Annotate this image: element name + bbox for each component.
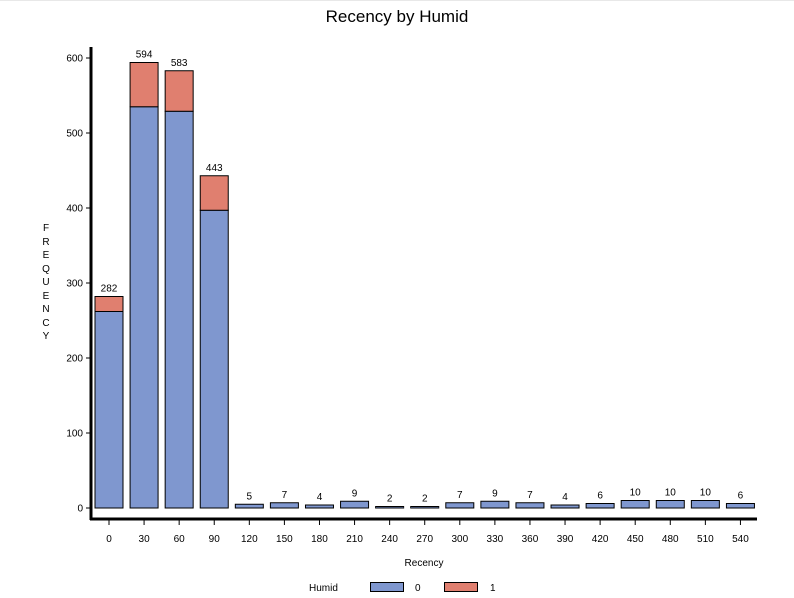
bar-segment-480-series-0	[655, 500, 685, 509]
bar-segment-450-series-0	[620, 500, 650, 509]
top-border-line	[0, 0, 794, 1]
x-tick-label: 210	[346, 534, 363, 545]
bar-total-label: 10	[665, 488, 677, 499]
bar-segment-420-series-0	[585, 503, 615, 509]
bar-total-label: 583	[171, 58, 188, 69]
legend-label-series-1: 1	[490, 583, 496, 594]
bar-total-label: 7	[282, 490, 288, 501]
bar-segment-180-series-0	[304, 504, 334, 509]
x-tick-label: 240	[381, 534, 398, 545]
bar-segment-0-series-1	[94, 296, 124, 312]
x-tick-label: 0	[106, 534, 112, 545]
legend-title: Humid	[309, 583, 338, 594]
x-tick-label: 90	[209, 534, 221, 545]
bar-segment-300-series-0	[445, 502, 475, 509]
bar-segment-390-series-0	[550, 504, 580, 509]
y-tick-label: 300	[66, 279, 83, 290]
bar-total-label: 282	[101, 284, 118, 295]
x-tick-label: 300	[451, 534, 468, 545]
bar-total-label: 9	[492, 488, 498, 499]
x-tick-label: 360	[522, 534, 539, 545]
x-tick-label: 60	[174, 534, 186, 545]
bar-segment-150-series-0	[269, 502, 299, 509]
bar-total-label: 2	[422, 494, 428, 505]
bar-total-label: 7	[457, 490, 463, 501]
x-tick-label: 480	[662, 534, 679, 545]
x-tick-label: 540	[732, 534, 749, 545]
x-tick-label: 390	[557, 534, 574, 545]
bar-segment-330-series-0	[480, 500, 510, 509]
bar-total-label: 443	[206, 163, 223, 174]
legend-label-series-0: 0	[415, 583, 421, 594]
x-tick-label: 420	[592, 534, 609, 545]
bar-total-label: 5	[247, 491, 253, 502]
legend-swatch-series-1	[444, 582, 478, 592]
legend: Humid 0 1	[0, 581, 794, 595]
bar-total-label: 9	[352, 488, 358, 499]
y-axis-label: FREQUENCY	[42, 223, 50, 342]
bar-segment-0-series-0	[94, 311, 124, 509]
bar-total-label: 2	[387, 494, 393, 505]
y-tick-label: 200	[66, 354, 83, 365]
x-tick-label: 510	[697, 534, 714, 545]
bar-total-label: 10	[700, 488, 712, 499]
bar-segment-360-series-0	[515, 502, 545, 509]
x-tick-label: 450	[627, 534, 644, 545]
bar-total-label: 6	[597, 491, 603, 502]
bar-total-label: 7	[527, 490, 533, 501]
chart-title: Recency by Humid	[325, 7, 469, 26]
y-tick-label: 400	[66, 204, 83, 215]
bar-segment-120-series-0	[234, 503, 264, 509]
x-axis-label: Recency	[404, 558, 444, 569]
x-tick-label: 270	[416, 534, 433, 545]
x-tick-label: 120	[241, 534, 258, 545]
bar-segment-210-series-0	[340, 500, 370, 509]
bar-segment-510-series-0	[690, 500, 720, 509]
bar-segment-60-series-1	[164, 70, 194, 112]
y-tick-label: 600	[66, 54, 83, 65]
y-tick-label: 0	[77, 504, 83, 515]
bar-segment-60-series-0	[164, 110, 194, 509]
bar-segment-30-series-0	[129, 106, 159, 509]
bar-total-label: 594	[136, 50, 153, 61]
bar-segment-90-series-1	[199, 175, 229, 211]
x-tick-label: 180	[311, 534, 328, 545]
x-tick-label: 30	[139, 534, 151, 545]
bar-segment-540-series-0	[725, 503, 755, 509]
x-tick-label: 330	[487, 534, 504, 545]
x-tick-label: 150	[276, 534, 293, 545]
y-tick-label: 500	[66, 129, 83, 140]
bar-segment-90-series-0	[199, 209, 229, 509]
bar-segment-270-series-0	[410, 506, 440, 509]
legend-swatch-series-0	[370, 582, 404, 592]
bar-total-label: 4	[562, 492, 568, 503]
bar-segment-240-series-0	[375, 506, 405, 509]
bar-total-label: 10	[630, 488, 642, 499]
bar-total-label: 4	[317, 492, 323, 503]
bar-total-label: 6	[738, 491, 744, 502]
bar-segment-30-series-1	[129, 62, 159, 108]
y-tick-label: 100	[66, 429, 83, 440]
